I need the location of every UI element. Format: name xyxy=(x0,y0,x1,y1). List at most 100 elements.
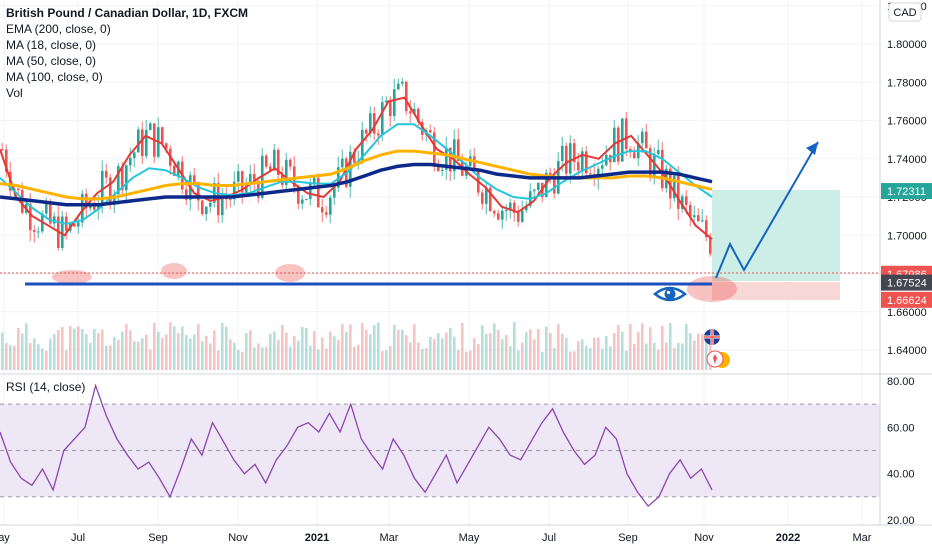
candle-body xyxy=(505,210,508,212)
volume-bar xyxy=(49,338,52,370)
price-tag xyxy=(881,183,932,200)
projection-arrow[interactable] xyxy=(715,141,819,279)
volume-bar xyxy=(321,337,324,370)
volume-bar xyxy=(33,338,36,370)
indicator-ma50[interactable]: MA (50, close, 0) xyxy=(6,54,97,68)
candle-body xyxy=(525,205,528,211)
candle-body xyxy=(697,215,700,222)
indicator-volume[interactable]: Vol xyxy=(6,86,23,100)
candle-body xyxy=(537,182,540,190)
gb-flag-icon xyxy=(704,329,720,345)
candle-body xyxy=(277,149,280,176)
volume-bar xyxy=(193,334,196,370)
take-profit-zone[interactable] xyxy=(712,190,840,281)
candle-body xyxy=(353,151,356,163)
volume-bar xyxy=(253,347,256,370)
candle-body xyxy=(585,151,588,174)
time-axis[interactable]: ay Jul Sep Nov 2021 Mar May Jul Sep Nov 2022 Mar xyxy=(0,532,872,544)
volume-bar xyxy=(565,337,568,370)
candle-body xyxy=(89,205,92,209)
candle-body xyxy=(385,100,388,103)
candle-body xyxy=(397,83,400,90)
volume-bar xyxy=(13,346,16,370)
candle-body xyxy=(61,216,64,248)
volume-bar xyxy=(449,327,452,370)
symbol-title[interactable]: British Pound / Canadian Dollar, 1D, FXC… xyxy=(6,6,249,20)
volume-bar xyxy=(641,323,644,370)
candle-body xyxy=(569,143,572,174)
candle-body xyxy=(409,111,412,114)
candle-body xyxy=(101,171,104,204)
volume-bar xyxy=(145,334,148,370)
currency-badge[interactable]: CAD xyxy=(888,2,922,22)
volume-bar xyxy=(693,340,696,370)
candle-body xyxy=(165,143,168,149)
candle-body xyxy=(369,113,372,134)
volume-bar xyxy=(697,333,700,370)
indicator-ema200[interactable]: EMA (200, close, 0) xyxy=(6,22,111,36)
candle-body xyxy=(417,108,420,122)
volume-bar xyxy=(549,332,552,370)
candle-body xyxy=(241,171,244,193)
volume-bar xyxy=(561,333,564,370)
candle-body xyxy=(229,199,232,201)
volume-bar xyxy=(421,348,424,370)
volume-bar xyxy=(121,331,124,370)
volume-bar xyxy=(393,324,396,370)
volume-bar xyxy=(417,342,420,370)
volume-bar xyxy=(317,349,320,370)
candle-body xyxy=(305,199,308,201)
candle-body xyxy=(685,196,688,205)
volume-bar xyxy=(457,349,460,370)
indicator-ma100[interactable]: MA (100, close, 0) xyxy=(6,70,103,84)
rsi-legend[interactable]: RSI (14, close) xyxy=(6,380,86,394)
candle-body xyxy=(93,205,96,210)
candle-body xyxy=(117,166,120,195)
volume-bar xyxy=(497,329,500,370)
candle-body xyxy=(185,189,188,200)
candle-body xyxy=(509,202,512,211)
volume-bar xyxy=(245,332,248,370)
volume-bar xyxy=(629,323,632,370)
volume-bar xyxy=(1,332,4,370)
volume-bar xyxy=(9,345,12,370)
volume-bar xyxy=(141,338,144,370)
candle-body xyxy=(325,212,328,215)
candle-body xyxy=(333,187,336,198)
price-tag-label: 1.72311 xyxy=(887,186,926,198)
candle-body xyxy=(269,166,272,171)
volume-bar xyxy=(361,322,364,370)
candle-body xyxy=(581,151,584,171)
volume-bar xyxy=(485,333,488,370)
stop-loss-zone[interactable] xyxy=(712,282,840,300)
candle-body xyxy=(233,181,236,200)
candle-body xyxy=(85,193,88,209)
volume-bar xyxy=(481,325,484,370)
time-tick-label: Mar xyxy=(380,532,399,544)
volume-bar xyxy=(85,333,88,370)
candle-body xyxy=(673,175,676,199)
volume-bar xyxy=(613,332,616,370)
volume-bar xyxy=(105,345,108,370)
indicator-ma18[interactable]: MA (18, close, 0) xyxy=(6,38,97,52)
volume-bar xyxy=(221,322,224,370)
volume-bar xyxy=(325,348,328,370)
rsi-axis[interactable]: 80.00 60.00 40.00 20.00 xyxy=(887,376,915,527)
volume-bar xyxy=(621,331,624,370)
candle-body xyxy=(533,189,536,192)
volume-bar xyxy=(509,346,512,370)
volume-bar xyxy=(397,329,400,370)
volume-bar xyxy=(517,350,520,370)
volume-bar xyxy=(161,337,164,370)
volume-bar xyxy=(649,327,652,370)
volume-bar xyxy=(297,340,300,370)
volume-bar xyxy=(373,324,376,370)
candle-body xyxy=(313,177,316,184)
candle-body xyxy=(577,161,580,171)
candle-body xyxy=(265,155,268,167)
volume-bar xyxy=(381,351,384,370)
volume-bar xyxy=(489,333,492,370)
eye-icon[interactable] xyxy=(652,286,688,302)
candle-body xyxy=(317,177,320,208)
